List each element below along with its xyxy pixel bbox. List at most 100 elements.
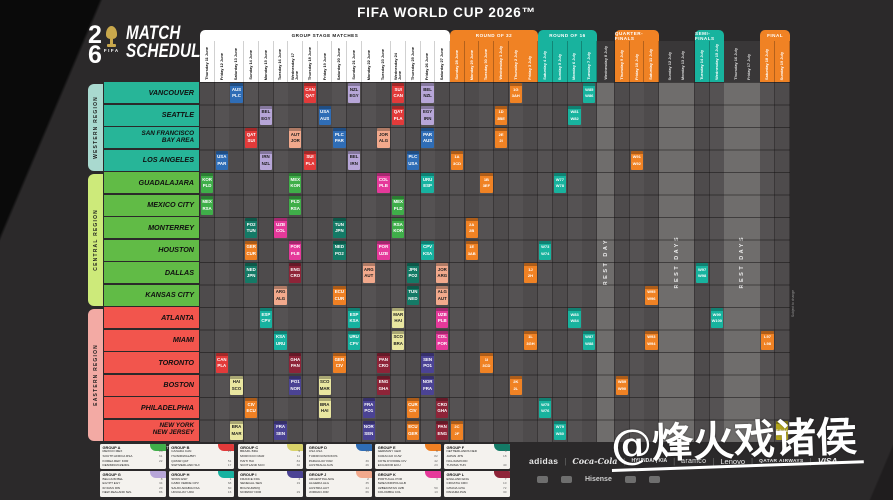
label: 1 <box>229 476 232 481</box>
match-time-strip <box>303 83 317 87</box>
match-time-strip <box>377 240 390 244</box>
group-color-ribbon <box>493 444 510 451</box>
knockout-match-cell: 2K 2L <box>509 375 522 396</box>
label: Wednesday 17 June <box>290 53 300 80</box>
label: UZB <box>378 250 388 256</box>
match-time-strip <box>392 330 405 334</box>
match-time-strip <box>421 105 434 109</box>
schedule-day-column <box>760 82 776 442</box>
label: NZL <box>349 86 359 92</box>
label: 24 <box>365 485 369 490</box>
world-cup-26-logo: 2 6 FIFA MATCH SCHEDULE <box>88 23 232 68</box>
city-label: NEW YORK NEW JERSEY <box>104 419 199 441</box>
match-time-strip <box>318 375 331 379</box>
sponsor-logo: VISA <box>817 456 838 466</box>
match-time-strip <box>333 128 346 132</box>
label: 17 <box>227 463 232 467</box>
match-time-strip <box>645 285 658 289</box>
group-team-row: MEXICO MEX 15 <box>103 450 163 453</box>
match-cell: CRO GHA <box>436 398 449 418</box>
section-tab: ROUND OF 32 <box>449 30 539 41</box>
label: 18 <box>503 453 507 458</box>
match-cell: BRA MAR <box>230 420 243 441</box>
label: 51 <box>227 458 232 463</box>
label: Monday 13 July <box>680 51 686 80</box>
label: JORDAN JOR <box>308 490 329 495</box>
label: PO1 <box>290 379 300 385</box>
group-color-ribbon <box>287 471 304 478</box>
label: SEN <box>423 356 433 362</box>
match-time-strip <box>421 83 434 87</box>
label: 3BE <box>497 115 505 121</box>
label: SEN <box>364 430 374 436</box>
group-box: GROUP E GERMANY GER 9 CURACAO CUW 82 COTE D'I… <box>375 444 441 470</box>
match-cell: BEL EGY <box>259 105 273 126</box>
match-cell: EGY IRN <box>421 105 434 126</box>
match-cell: PAR AUS <box>421 128 434 148</box>
match-cell: ARG AUT <box>362 263 375 283</box>
match-cell: ENG CRO <box>289 263 302 283</box>
group-team-row: PARAGUAY PAR 39 <box>309 459 369 463</box>
match-time-strip <box>421 128 434 132</box>
label: CURACAO CUW <box>377 453 402 458</box>
schedule-day-column <box>644 82 660 442</box>
match-time-strip <box>615 375 629 379</box>
label: PAR <box>334 138 344 144</box>
label: CENTRAL REGION <box>92 208 99 271</box>
label: Monday 22 June <box>365 49 371 80</box>
match-time-strip <box>347 150 361 154</box>
label: Friday 17 July <box>745 54 751 80</box>
match-time-strip <box>230 420 243 424</box>
label: NOR <box>363 424 374 430</box>
match-cell: QAT PLA <box>392 105 405 126</box>
label: RSA <box>202 205 212 211</box>
match-time-strip <box>406 150 420 154</box>
label: Saturday 27 June <box>439 47 445 80</box>
label: BELGIUM BEL <box>102 476 124 481</box>
label: Sunday 28 June <box>453 50 459 80</box>
group-team-row: NEW ZEALAND NZL 86 <box>103 491 163 494</box>
label: 13 <box>434 490 438 495</box>
group-team-row: SOUTH AFRICA RSA 61 <box>103 454 163 458</box>
label: 14 <box>365 449 369 454</box>
date-header: Wednesday 24 June <box>391 41 406 82</box>
label: CPV <box>349 340 359 346</box>
group-team-row: URUGUAY URU 16 <box>171 491 231 494</box>
date-header: Saturday 27 June <box>435 41 451 82</box>
match-time-strip <box>318 105 331 109</box>
label: USA <box>320 109 330 115</box>
label: MAR <box>393 311 404 317</box>
schedule-day-column <box>391 82 407 442</box>
label: ESP <box>261 311 271 317</box>
match-time-strip <box>392 218 405 222</box>
match-time-strip <box>230 83 243 87</box>
schedule-day-column <box>435 82 451 442</box>
label: Sunday 14 June <box>248 50 254 80</box>
group-box: GROUP G BELGIUM BEL 8 EGYPT EGY 34 IR IRAN IR… <box>100 471 166 497</box>
label: 10 <box>503 481 507 486</box>
rest-day-column: REST DAYS <box>659 82 696 442</box>
city-label: MEXICO CITY <box>104 194 199 216</box>
label: PAR <box>423 131 433 137</box>
label: AUT <box>364 273 374 279</box>
match-cell: PLC PAR <box>333 128 346 148</box>
match-cell: UZB PLB <box>436 308 449 328</box>
match-time-strip <box>377 128 390 132</box>
match-time-strip <box>259 150 273 154</box>
match-time-strip <box>215 353 228 357</box>
label: 60 <box>227 485 232 490</box>
match-cell: PLC USA <box>406 150 420 171</box>
label: ECUADOR ECU <box>377 463 401 467</box>
knockout-match-cell: W85 W86 <box>583 83 596 103</box>
match-time-strip <box>333 353 346 357</box>
label: ENG <box>378 379 389 385</box>
date-header: Monday 22 June <box>361 41 377 82</box>
schedule-day-column <box>347 82 362 442</box>
label: COL <box>275 228 286 234</box>
match-time-strip <box>333 218 346 222</box>
label: UZB <box>437 311 447 317</box>
label: PO2 <box>334 250 344 256</box>
date-header: Thursday 11 June <box>200 41 215 82</box>
label: 36 <box>296 463 301 467</box>
label: Friday 10 July <box>633 54 639 80</box>
